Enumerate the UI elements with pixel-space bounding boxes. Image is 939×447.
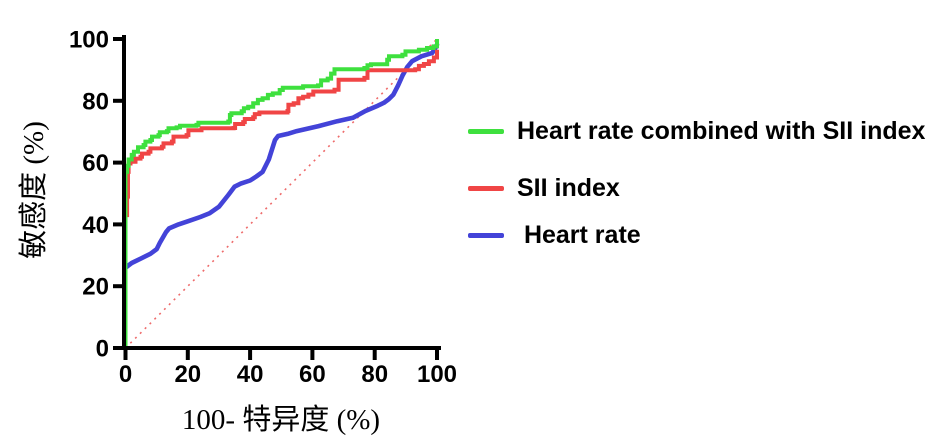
y-tick-label: 40 (82, 212, 109, 239)
legend-swatch-sii-line (468, 185, 504, 191)
y-tick-label: 0 (96, 336, 109, 363)
legend-label-combined: Heart rate combined with SII index (517, 117, 926, 145)
x-tick-label: 0 (119, 361, 132, 388)
legend-label-sii: SII index (517, 174, 620, 202)
legend-swatch-heart-rate-line (468, 232, 504, 238)
reference-diagonal-line (124, 38, 438, 349)
y-tick-label: 20 (82, 274, 109, 301)
x-tick-label: 40 (237, 361, 264, 388)
x-tick-label: 60 (299, 361, 326, 388)
legend-item-heart-rate: Heart rate (468, 221, 641, 249)
x-axis-title: 100- 特异度 (%) (181, 404, 381, 436)
y-tick-label: 100 (69, 27, 109, 54)
y-axis-title: 敏感度 (%) (18, 121, 50, 259)
legend-swatch-combined-line (468, 128, 504, 134)
series-line-sii-index (123, 49, 439, 348)
series-line-combined (123, 39, 439, 348)
legend-label-heart-rate: Heart rate (517, 221, 641, 249)
axis-frame (122, 35, 441, 350)
x-tick-label: 100 (417, 361, 457, 388)
x-tick-label: 80 (361, 361, 388, 388)
y-tick-label: 60 (82, 150, 109, 177)
legend-item-sii: SII index (468, 174, 620, 202)
x-tick-label: 20 (174, 361, 201, 388)
y-tick-label: 80 (82, 88, 109, 115)
series-line-heart-rate (123, 42, 440, 271)
legend-item-combined: Heart rate combined with SII index (468, 117, 925, 145)
